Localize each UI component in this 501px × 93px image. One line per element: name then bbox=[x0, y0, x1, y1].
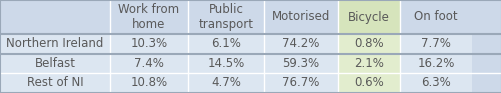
Text: 14.5%: 14.5% bbox=[207, 57, 244, 70]
Bar bbox=[264, 34, 337, 53]
Text: 6.1%: 6.1% bbox=[210, 37, 240, 50]
Text: 6.3%: 6.3% bbox=[420, 76, 450, 89]
Bar bbox=[110, 34, 188, 53]
Bar bbox=[0, 53, 110, 73]
Bar bbox=[188, 73, 264, 93]
Text: Public
transport: Public transport bbox=[198, 3, 253, 31]
Text: 2.1%: 2.1% bbox=[353, 57, 383, 70]
Text: Motorised: Motorised bbox=[271, 11, 330, 24]
Bar bbox=[337, 73, 399, 93]
Bar bbox=[188, 34, 264, 53]
Text: 74.2%: 74.2% bbox=[282, 37, 319, 50]
Bar bbox=[264, 53, 337, 73]
Text: 0.8%: 0.8% bbox=[354, 37, 383, 50]
Text: 7.4%: 7.4% bbox=[134, 57, 164, 70]
Text: 10.3%: 10.3% bbox=[130, 37, 167, 50]
Bar bbox=[337, 34, 399, 53]
Text: 0.6%: 0.6% bbox=[353, 76, 383, 89]
Bar bbox=[399, 53, 471, 73]
Text: 4.7%: 4.7% bbox=[210, 76, 240, 89]
Text: Rest of NI: Rest of NI bbox=[27, 76, 83, 89]
Bar bbox=[188, 53, 264, 73]
Bar bbox=[110, 0, 188, 34]
Bar bbox=[399, 0, 471, 34]
Bar bbox=[399, 34, 471, 53]
Text: Belfast: Belfast bbox=[35, 57, 75, 70]
Bar bbox=[0, 34, 110, 53]
Text: Northern Ireland: Northern Ireland bbox=[7, 37, 104, 50]
Text: 59.3%: 59.3% bbox=[282, 57, 319, 70]
Text: On foot: On foot bbox=[413, 11, 457, 24]
Text: 10.8%: 10.8% bbox=[130, 76, 167, 89]
Bar bbox=[188, 0, 264, 34]
Text: Work from
home: Work from home bbox=[118, 3, 179, 31]
Text: 7.7%: 7.7% bbox=[420, 37, 450, 50]
Bar bbox=[337, 53, 399, 73]
Text: Bicycle: Bicycle bbox=[347, 11, 389, 24]
Bar bbox=[264, 73, 337, 93]
Bar bbox=[110, 53, 188, 73]
Bar bbox=[264, 0, 337, 34]
Text: 16.2%: 16.2% bbox=[416, 57, 454, 70]
Bar bbox=[0, 73, 110, 93]
Bar bbox=[399, 73, 471, 93]
Text: 76.7%: 76.7% bbox=[282, 76, 319, 89]
Bar bbox=[110, 73, 188, 93]
Bar bbox=[337, 0, 399, 34]
Bar bbox=[0, 0, 110, 34]
